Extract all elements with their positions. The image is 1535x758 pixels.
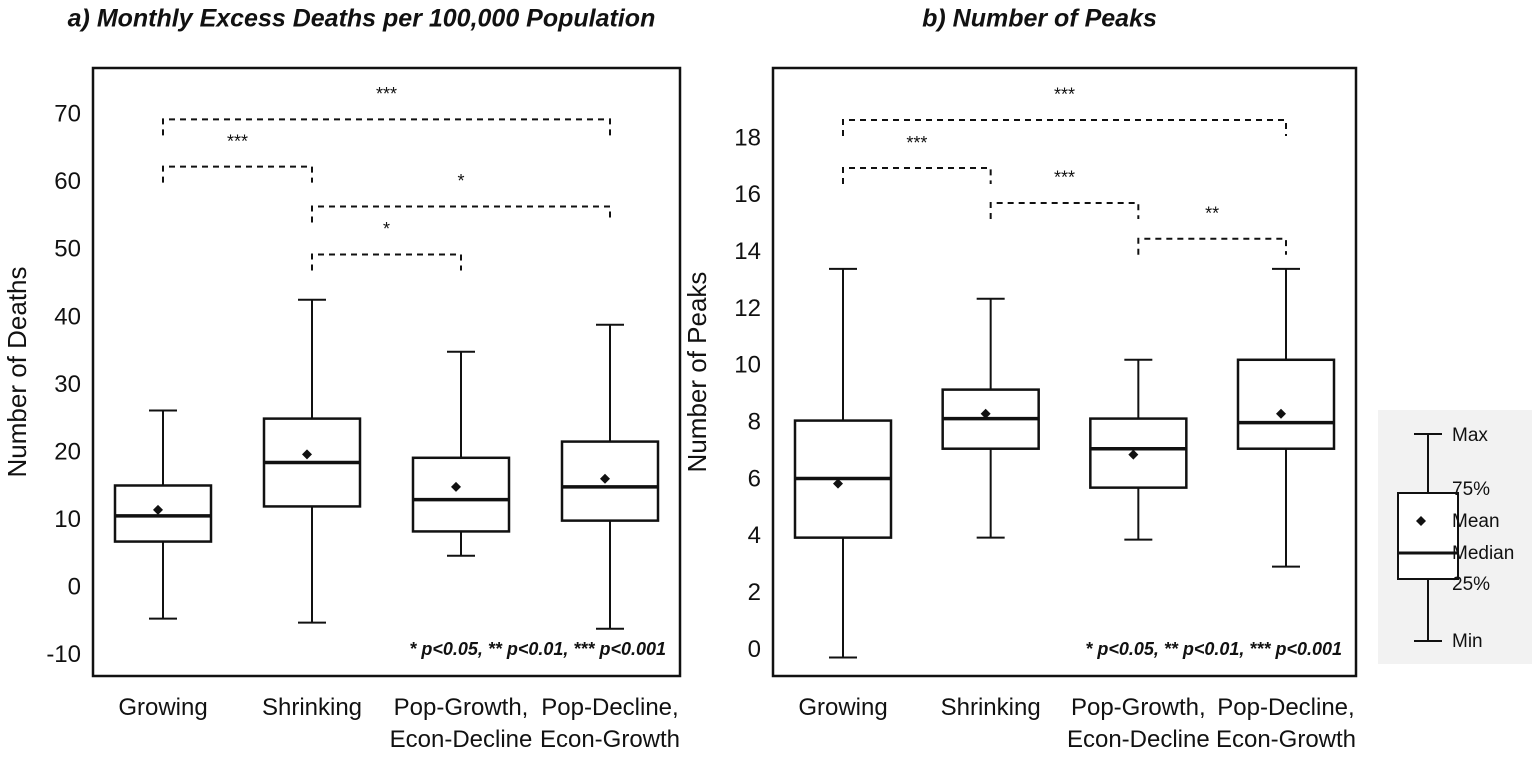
mean: [980, 408, 991, 419]
y-tick-label: 14: [734, 238, 761, 265]
significance-label: ***: [906, 133, 927, 153]
mean: [153, 504, 163, 515]
y-tick-label: 60: [54, 168, 81, 195]
legend-box: [1397, 492, 1459, 580]
y-tick-label: 40: [54, 303, 81, 330]
legend-mean: [1416, 516, 1426, 526]
mean: [1276, 408, 1286, 419]
note: * p<0.05, ** p<0.01, *** p<0.001: [409, 639, 666, 659]
y-tick-label: 20: [54, 438, 81, 465]
y-axis-label: Number of Peaks: [682, 272, 712, 473]
y-tick-label: 10: [734, 352, 761, 379]
significance-label: *: [383, 219, 390, 239]
y-tick-label: 16: [734, 181, 761, 208]
mean: [833, 478, 843, 489]
y-tick-label: 10: [54, 506, 81, 533]
legend-label: 75%: [1452, 479, 1490, 500]
chart-title: a) Monthly Excess Deaths per 100,000 Pop…: [68, 5, 656, 33]
plot-frame: [91, 66, 682, 678]
y-tick-label: 30: [54, 371, 81, 398]
box: [113, 484, 213, 543]
box: [1089, 417, 1188, 489]
significance-label: ***: [376, 84, 397, 104]
legend: Max 75% Mean Median 25% Min: [1378, 410, 1532, 664]
box: [560, 440, 660, 522]
significance-bracket: [989, 201, 1140, 219]
y-tick-label: -10: [46, 641, 81, 668]
y-tick-label: 8: [748, 408, 761, 435]
x-tick-label: Growing: [118, 694, 208, 721]
y-tick-label: 2: [748, 579, 761, 606]
significance-bracket: [311, 205, 611, 223]
x-tick-label: Pop-Growth, Econ-Decline: [389, 694, 533, 753]
mean: [302, 449, 312, 460]
significance-label: **: [1205, 204, 1219, 224]
box: [411, 456, 511, 533]
box: [1236, 358, 1336, 450]
x-tick-label: Shrinking: [940, 694, 1041, 721]
x-tick-label: Pop-Decline, Econ-Growth: [539, 694, 681, 753]
legend-label: Median: [1452, 543, 1514, 564]
significance-label: ***: [1054, 168, 1075, 188]
legend-label: Max: [1452, 425, 1488, 446]
significance-bracket: [1137, 237, 1287, 255]
significance-label: *: [457, 171, 464, 191]
y-tick-label: 6: [748, 465, 761, 492]
mean: [1128, 449, 1139, 460]
y-tick-label: 0: [748, 636, 761, 663]
chart-title: b) Number of Peaks: [922, 5, 1157, 33]
y-tick-label: 18: [734, 124, 761, 151]
significance-bracket: [311, 253, 462, 271]
y-tick-label: 4: [748, 522, 761, 549]
x-tick-label: Shrinking: [261, 694, 363, 721]
y-axis-label: Number of Deaths: [2, 267, 32, 478]
significance-label: ***: [1054, 85, 1075, 105]
significance-bracket: [842, 167, 992, 185]
note: * p<0.05, ** p<0.01, *** p<0.001: [1085, 639, 1342, 659]
x-tick-label: Growing: [798, 694, 888, 721]
legend-label: 25%: [1452, 574, 1490, 595]
y-tick-label: 12: [734, 295, 761, 322]
y-tick-label: 70: [54, 101, 81, 128]
legend-label: Mean: [1452, 511, 1500, 532]
legend-label: Min: [1452, 631, 1483, 652]
mean: [600, 473, 610, 484]
plot-frame: [771, 66, 1358, 678]
x-tick-label: Pop-Decline, Econ-Growth: [1215, 694, 1357, 753]
significance-label: ***: [227, 131, 248, 151]
y-tick-label: 50: [54, 236, 81, 263]
x-tick-label: Pop-Growth, Econ-Decline: [1066, 694, 1210, 753]
significance-bracket: [842, 118, 1287, 136]
significance-bracket: [162, 165, 313, 183]
mean: [451, 481, 461, 492]
y-tick-label: 0: [68, 574, 81, 601]
